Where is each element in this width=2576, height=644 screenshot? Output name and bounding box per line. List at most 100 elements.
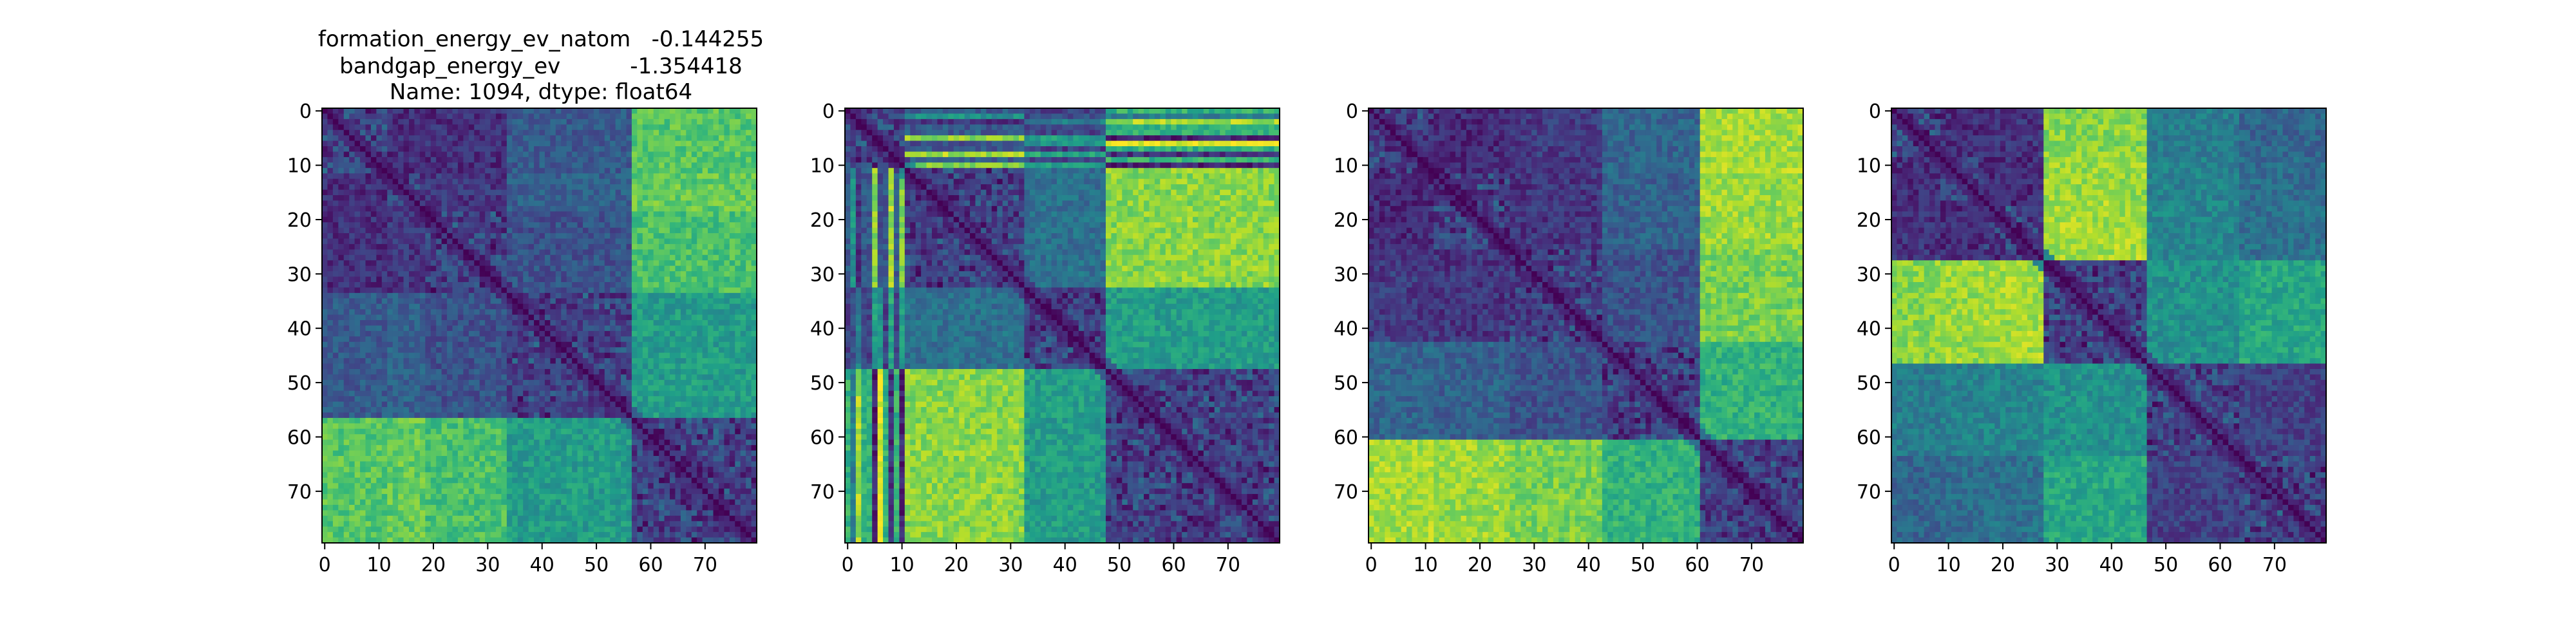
heatmap-cell bbox=[616, 239, 621, 245]
heatmap-cell bbox=[746, 179, 752, 185]
heatmap-cell bbox=[420, 190, 426, 196]
heatmap-cell bbox=[675, 336, 681, 342]
heatmap-cell bbox=[561, 358, 567, 364]
heatmap-cell bbox=[512, 336, 518, 342]
heatmap-cell bbox=[583, 206, 589, 212]
heatmap-cell bbox=[648, 200, 654, 206]
heatmap-cell bbox=[686, 200, 692, 206]
heatmap-cell bbox=[349, 287, 355, 293]
heatmap-cell bbox=[561, 135, 567, 141]
heatmap-cell bbox=[556, 113, 562, 119]
heatmap-cell bbox=[327, 342, 333, 348]
heatmap-cell bbox=[708, 353, 714, 359]
heatmap-cell bbox=[355, 179, 361, 185]
heatmap-cell bbox=[463, 157, 469, 163]
heatmap-cell bbox=[659, 315, 665, 321]
heatmap-cell bbox=[741, 228, 746, 234]
heatmap-cell bbox=[627, 277, 632, 283]
heatmap-cell bbox=[474, 320, 480, 326]
heatmap-cell bbox=[349, 277, 355, 283]
heatmap-cell bbox=[665, 141, 670, 147]
heatmap-cell bbox=[703, 326, 708, 332]
heatmap-cell bbox=[637, 233, 643, 239]
heatmap-cell bbox=[425, 206, 431, 212]
heatmap-cell bbox=[453, 135, 459, 141]
heatmap-cell bbox=[518, 271, 524, 277]
heatmap-cell bbox=[393, 271, 399, 277]
heatmap-cell bbox=[425, 353, 431, 359]
heatmap-cell bbox=[719, 222, 724, 228]
heatmap-cell bbox=[654, 168, 659, 174]
heatmap-cell bbox=[681, 200, 687, 206]
heatmap-cell bbox=[501, 266, 507, 272]
heatmap-cell bbox=[583, 364, 589, 370]
heatmap-cell bbox=[496, 217, 502, 223]
heatmap-cell bbox=[491, 135, 497, 141]
heatmap-cell bbox=[692, 320, 697, 326]
heatmap-cell bbox=[431, 282, 437, 288]
heatmap-cell bbox=[436, 255, 442, 261]
heatmap-cell bbox=[409, 244, 415, 250]
heatmap-cell bbox=[719, 113, 724, 119]
heatmap-cell bbox=[414, 391, 420, 397]
heatmap-cell bbox=[453, 260, 459, 266]
heatmap-cell bbox=[371, 385, 377, 391]
heatmap-cell bbox=[540, 391, 545, 397]
heatmap-cell bbox=[708, 369, 714, 375]
heatmap-cell bbox=[355, 168, 361, 174]
heatmap-cell bbox=[431, 336, 437, 342]
heatmap-cell bbox=[719, 217, 724, 223]
heatmap-cell bbox=[540, 277, 545, 283]
heatmap-cell bbox=[659, 260, 665, 266]
heatmap-cell bbox=[322, 124, 328, 130]
heatmap-cell bbox=[409, 217, 415, 223]
heatmap-cell bbox=[561, 391, 567, 397]
heatmap-cell bbox=[333, 239, 339, 245]
heatmap-cell bbox=[550, 108, 556, 114]
heatmap-cell bbox=[371, 293, 377, 299]
heatmap-cell bbox=[561, 277, 567, 283]
heatmap-cell bbox=[496, 130, 502, 136]
heatmap-cell bbox=[681, 277, 687, 283]
heatmap-cell bbox=[420, 162, 426, 168]
heatmap-cell bbox=[491, 358, 497, 364]
heatmap-cell bbox=[333, 124, 339, 130]
heatmap-cell bbox=[431, 135, 437, 141]
heatmap-cell bbox=[355, 331, 361, 337]
heatmap-cell bbox=[420, 385, 426, 391]
heatmap-cell bbox=[409, 293, 415, 299]
heatmap-cell bbox=[724, 124, 730, 130]
heatmap-cell bbox=[659, 380, 665, 386]
heatmap-cell bbox=[344, 228, 350, 234]
heatmap-cell bbox=[436, 108, 442, 114]
heatmap-cell bbox=[735, 130, 741, 136]
heatmap-cell bbox=[376, 130, 382, 136]
heatmap-cell bbox=[355, 385, 361, 391]
heatmap-cell bbox=[599, 195, 605, 201]
heatmap-cell bbox=[534, 228, 540, 234]
heatmap-cell bbox=[507, 374, 513, 380]
heatmap-cell bbox=[387, 326, 393, 332]
heatmap-cell bbox=[692, 168, 697, 174]
heatmap-cell bbox=[741, 315, 746, 321]
heatmap-cell bbox=[442, 239, 448, 245]
heatmap-cell bbox=[632, 222, 638, 228]
heatmap-cell bbox=[627, 206, 632, 212]
heatmap-cell bbox=[491, 385, 497, 391]
heatmap-cell bbox=[637, 179, 643, 185]
heatmap-cell bbox=[637, 326, 643, 332]
heatmap-cell bbox=[534, 380, 540, 386]
heatmap-cell bbox=[670, 200, 676, 206]
heatmap-cell bbox=[485, 222, 491, 228]
heatmap-cell bbox=[719, 282, 724, 288]
heatmap-cell bbox=[393, 113, 399, 119]
heatmap-cell bbox=[420, 326, 426, 332]
heatmap-cell bbox=[393, 168, 399, 174]
heatmap-cell bbox=[599, 271, 605, 277]
heatmap-cell bbox=[376, 184, 382, 190]
heatmap-cell bbox=[442, 255, 448, 261]
heatmap-cell bbox=[398, 255, 404, 261]
heatmap-cell bbox=[572, 309, 578, 315]
heatmap-cell bbox=[594, 298, 600, 304]
heatmap-cell bbox=[425, 249, 431, 255]
